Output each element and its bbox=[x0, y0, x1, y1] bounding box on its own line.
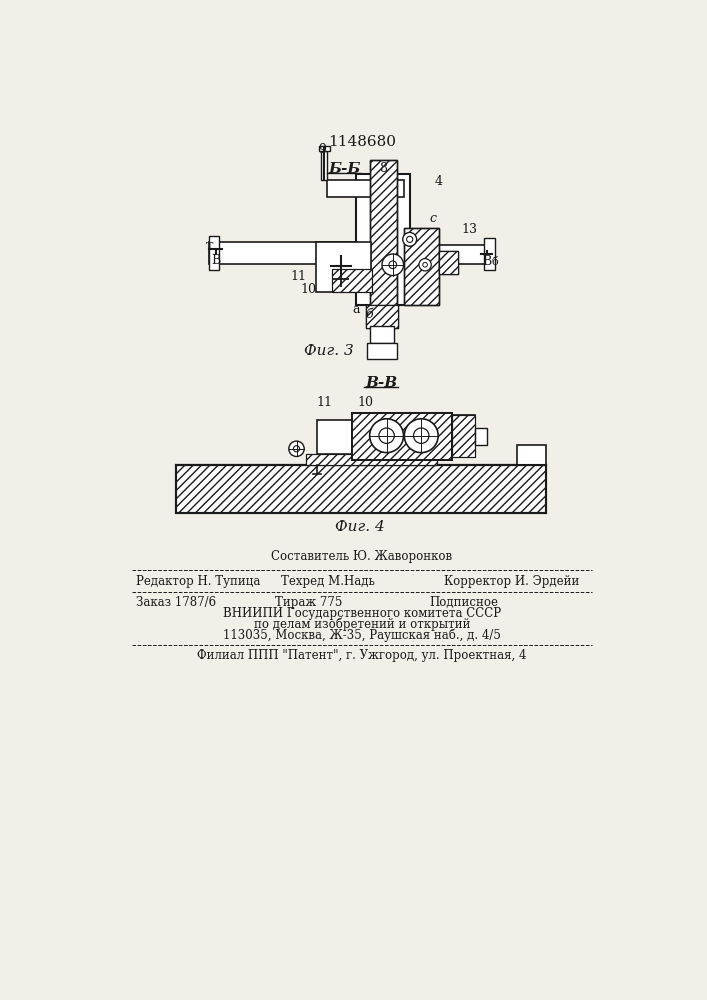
Text: Т: Т bbox=[206, 242, 214, 252]
Bar bbox=[404, 228, 439, 305]
Text: 4: 4 bbox=[435, 175, 443, 188]
Bar bbox=[176, 465, 546, 513]
Bar bbox=[327, 180, 404, 197]
Bar bbox=[484, 238, 495, 270]
Circle shape bbox=[407, 236, 413, 242]
Text: 10: 10 bbox=[300, 283, 317, 296]
Bar bbox=[439, 251, 458, 274]
Bar bbox=[352, 413, 452, 460]
Circle shape bbox=[419, 259, 431, 271]
Bar bbox=[475, 428, 486, 445]
Text: 8: 8 bbox=[379, 162, 387, 175]
Text: Фиг. 3: Фиг. 3 bbox=[304, 344, 354, 358]
Bar bbox=[360, 416, 448, 456]
Text: 113035, Москва, Ж-35, Раушская наб., д. 4/5: 113035, Москва, Ж-35, Раушская наб., д. … bbox=[223, 628, 501, 642]
Bar bbox=[352, 413, 452, 460]
Text: 10: 10 bbox=[358, 396, 374, 409]
Text: 11: 11 bbox=[290, 270, 306, 283]
Bar bbox=[452, 415, 475, 457]
Bar bbox=[404, 228, 439, 305]
Bar bbox=[319, 146, 329, 151]
Text: Подписное: Подписное bbox=[429, 596, 498, 609]
Bar bbox=[317, 420, 354, 454]
Circle shape bbox=[404, 419, 438, 453]
Bar bbox=[209, 242, 357, 264]
Bar bbox=[370, 326, 395, 343]
Text: с: с bbox=[429, 212, 436, 225]
Bar bbox=[439, 251, 458, 274]
Bar bbox=[370, 160, 397, 314]
Text: б: б bbox=[365, 308, 373, 321]
Bar bbox=[352, 413, 452, 460]
Bar bbox=[439, 251, 458, 274]
Bar bbox=[452, 415, 475, 457]
Bar bbox=[370, 160, 397, 314]
Text: а: а bbox=[352, 303, 360, 316]
Bar bbox=[332, 269, 372, 292]
Circle shape bbox=[379, 428, 395, 443]
Bar bbox=[366, 305, 398, 328]
Circle shape bbox=[370, 419, 404, 453]
Bar bbox=[305, 454, 437, 465]
Circle shape bbox=[288, 441, 304, 456]
Text: Тираж 775: Тираж 775 bbox=[275, 596, 342, 609]
Text: 1148680: 1148680 bbox=[328, 135, 396, 149]
Text: 13: 13 bbox=[461, 223, 477, 236]
Text: В-В: В-В bbox=[365, 376, 397, 390]
Text: 9: 9 bbox=[319, 143, 327, 156]
Bar bbox=[321, 151, 327, 180]
Bar bbox=[452, 415, 475, 457]
Circle shape bbox=[414, 428, 429, 443]
Bar bbox=[368, 343, 397, 359]
Bar bbox=[356, 174, 409, 305]
Circle shape bbox=[382, 254, 404, 276]
Text: Филиал ППП "Патент", г. Ужгород, ул. Проектная, 4: Филиал ППП "Патент", г. Ужгород, ул. Про… bbox=[197, 649, 527, 662]
Text: Редактор Н. Тупица: Редактор Н. Тупица bbox=[136, 575, 261, 588]
Circle shape bbox=[403, 232, 416, 246]
Text: Заказ 1787/6: Заказ 1787/6 bbox=[136, 596, 216, 609]
Circle shape bbox=[293, 446, 300, 452]
Text: Техред М.Надь: Техред М.Надь bbox=[281, 575, 375, 588]
Bar bbox=[305, 454, 437, 465]
Text: ВНИИПИ Государственного комитета СССР: ВНИИПИ Государственного комитета СССР bbox=[223, 607, 501, 620]
Bar bbox=[316, 242, 371, 292]
Bar bbox=[176, 465, 546, 513]
Text: Б-Б: Б-Б bbox=[328, 162, 361, 176]
Text: по делам изобретений и открытий: по делам изобретений и открытий bbox=[254, 618, 470, 631]
Text: 11: 11 bbox=[316, 396, 332, 409]
Bar bbox=[518, 445, 546, 465]
Text: В: В bbox=[211, 254, 221, 267]
Text: В: В bbox=[482, 255, 491, 268]
Bar bbox=[352, 413, 452, 460]
Bar bbox=[409, 245, 486, 264]
Bar bbox=[332, 269, 372, 292]
Bar bbox=[366, 305, 398, 328]
Text: Фиг. 4: Фиг. 4 bbox=[335, 520, 385, 534]
Circle shape bbox=[423, 262, 428, 267]
Circle shape bbox=[389, 261, 397, 269]
Text: Составитель Ю. Жаворонков: Составитель Ю. Жаворонков bbox=[271, 550, 452, 563]
Text: б: б bbox=[491, 257, 498, 267]
Bar bbox=[366, 305, 398, 328]
Bar bbox=[209, 236, 218, 270]
Text: Корректор И. Эрдейи: Корректор И. Эрдейи bbox=[444, 575, 580, 588]
